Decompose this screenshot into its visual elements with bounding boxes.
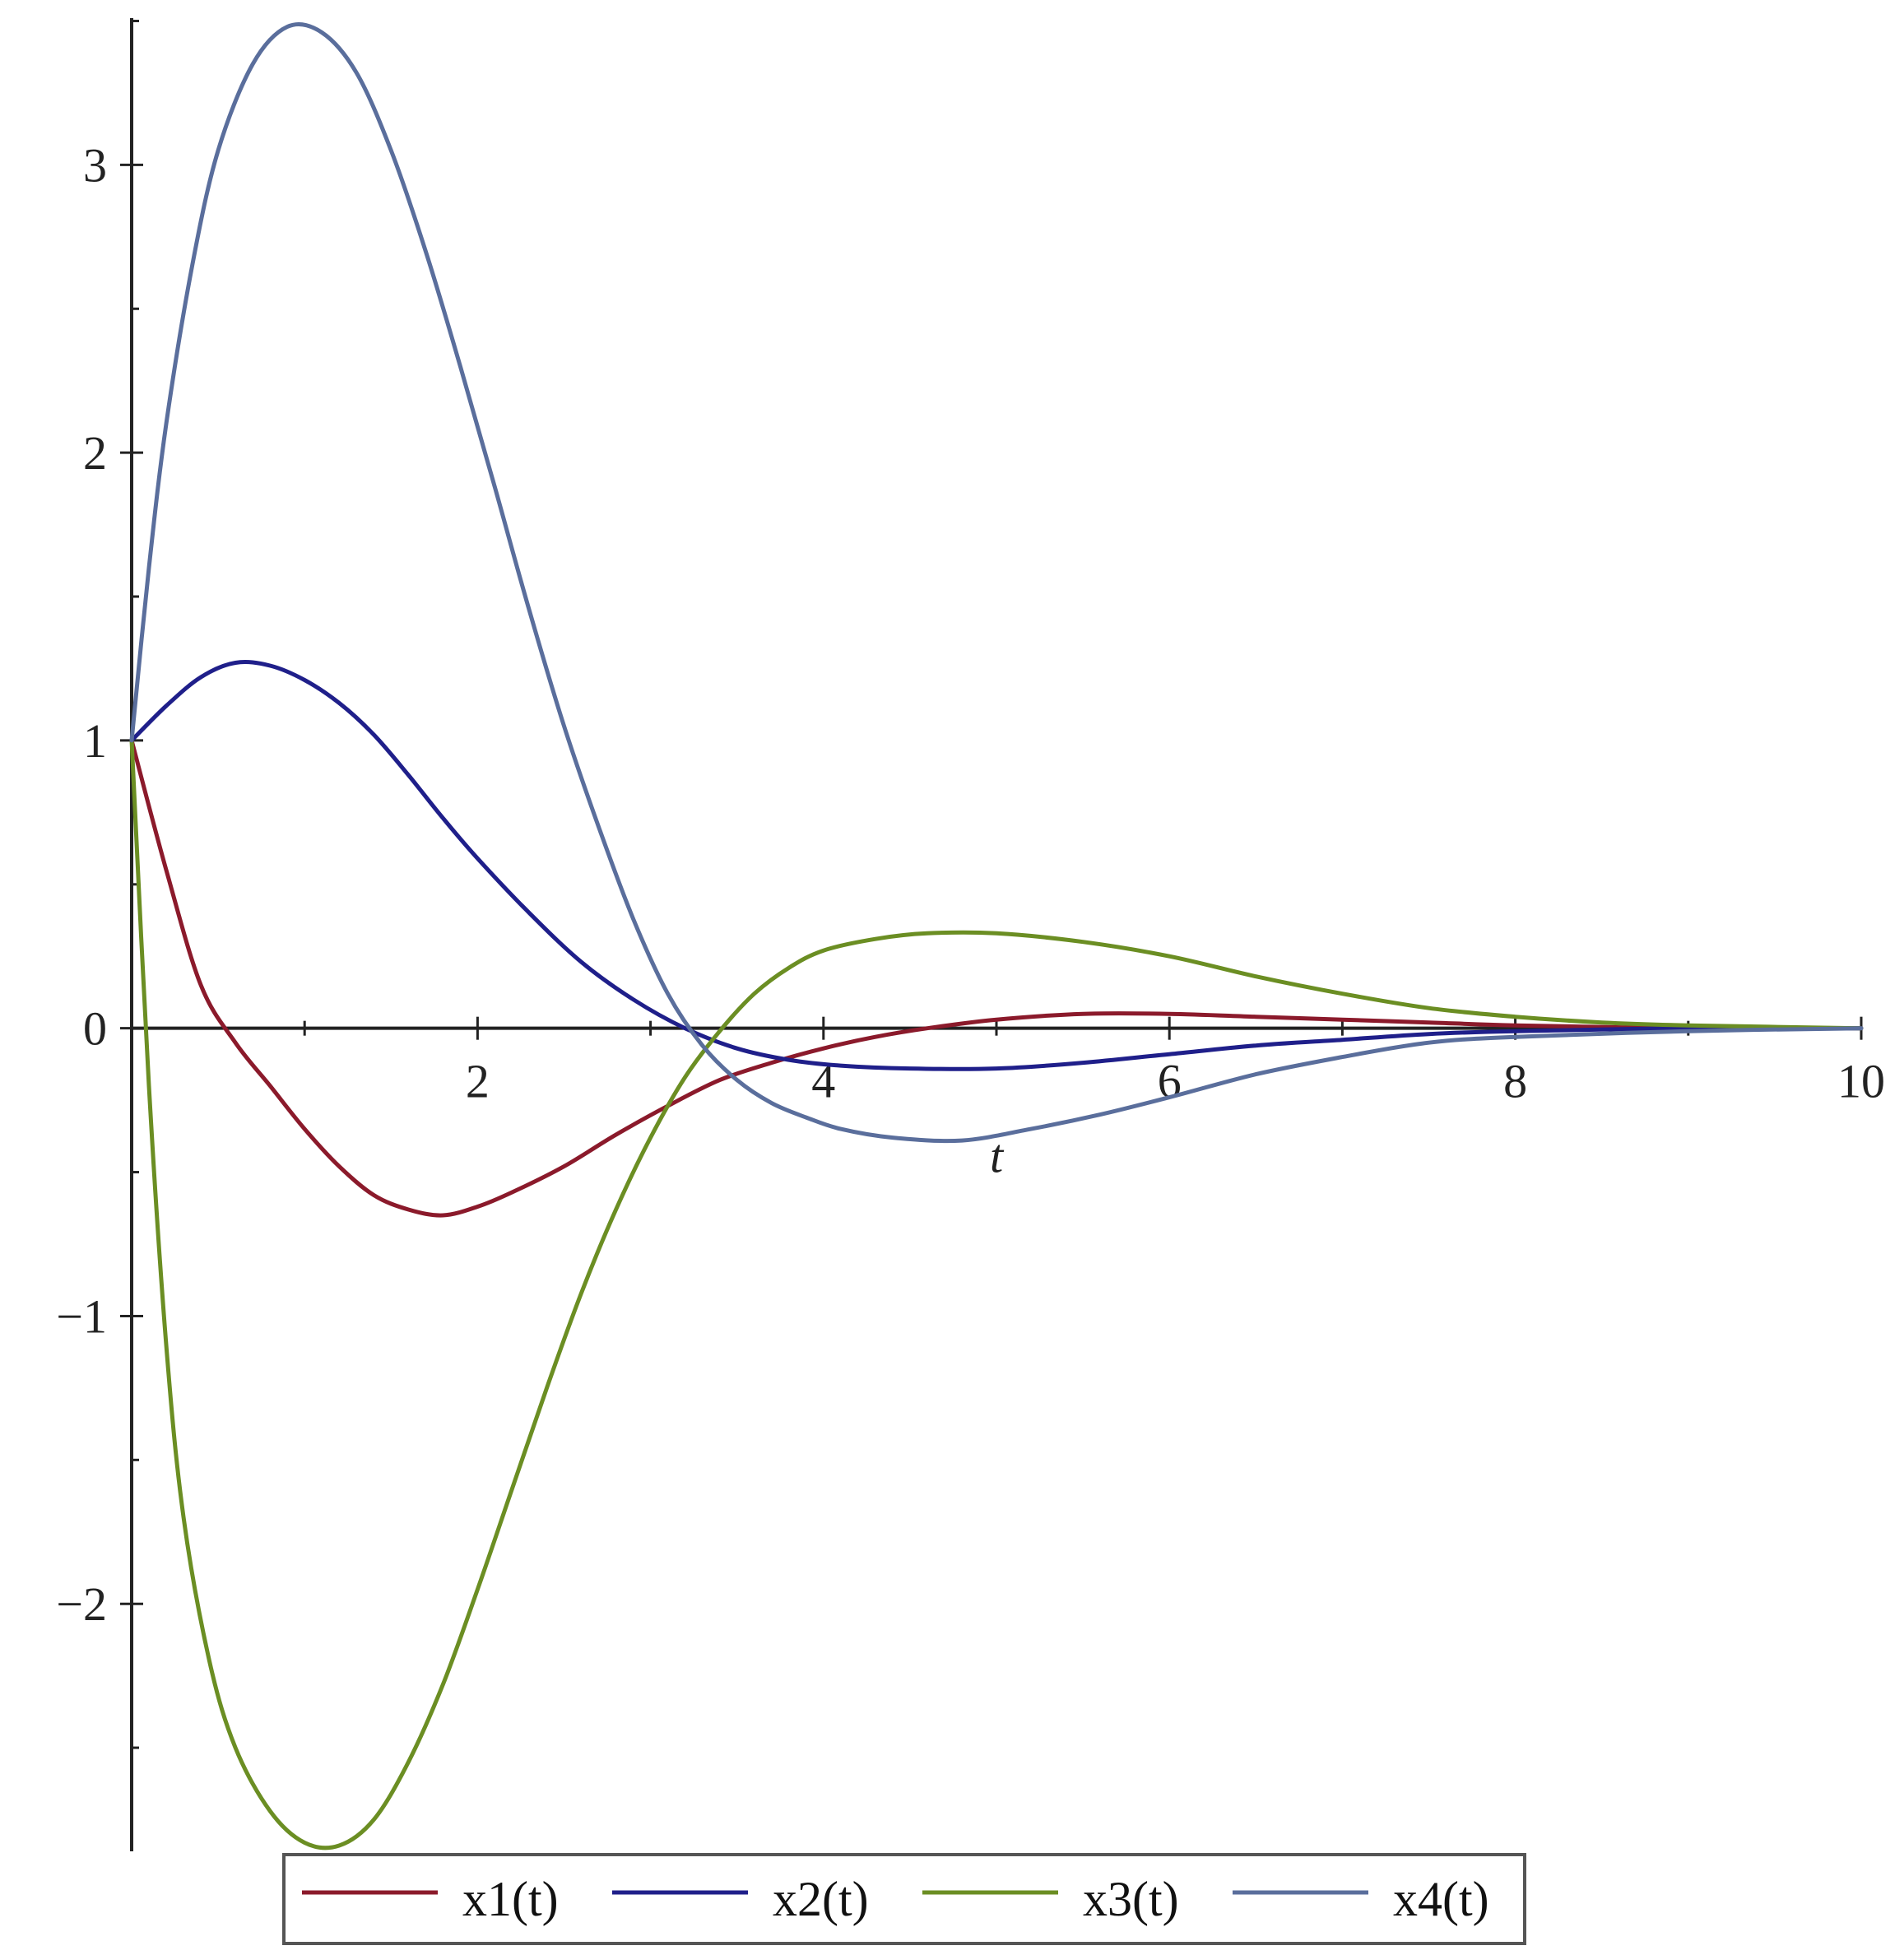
legend-label-x3: x3(t) xyxy=(1083,1872,1179,1926)
x-axis-label: t xyxy=(990,1130,1005,1183)
y-tick-label: −1 xyxy=(56,1289,107,1343)
y-tick-label: 2 xyxy=(83,426,107,480)
legend-label-x1: x1(t) xyxy=(462,1872,559,1926)
series-line-x4 xyxy=(129,21,1864,1144)
legend-label-x2: x2(t) xyxy=(773,1872,869,1926)
y-tick-label: 1 xyxy=(83,714,107,768)
legend-box xyxy=(282,1853,1526,1945)
y-tick-label: −2 xyxy=(56,1577,107,1631)
x-tick-label: 8 xyxy=(1503,1055,1527,1108)
y-tick-label: 3 xyxy=(83,138,107,192)
legend-label-x4: x4(t) xyxy=(1393,1872,1489,1926)
x-tick-label: 2 xyxy=(466,1055,490,1108)
series-group xyxy=(129,21,1864,1851)
series-line-x3 xyxy=(129,738,1864,1851)
y-tick-label: 0 xyxy=(83,1002,107,1056)
x-tick-label: 10 xyxy=(1837,1055,1885,1108)
series-line-x2 xyxy=(129,660,1864,1071)
series-line-x1 xyxy=(129,738,1864,1218)
legend: x1(t) x2(t) x3(t) x4(t) xyxy=(282,1853,1526,1945)
